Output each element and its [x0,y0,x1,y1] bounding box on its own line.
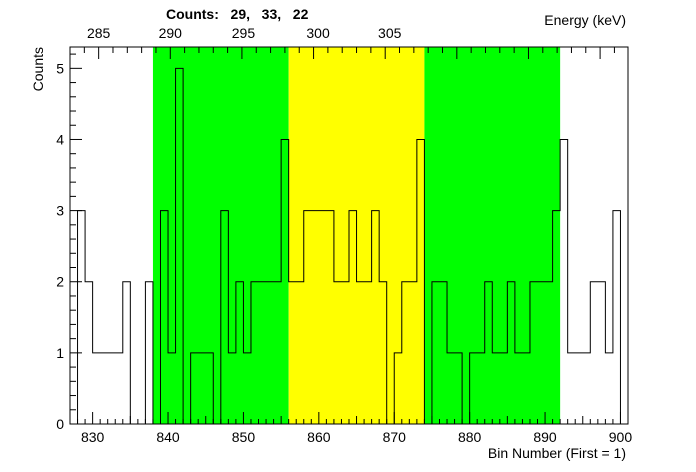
bottom-axis: 830 840 850 860 870 880 890 900 [69,412,633,445]
x-tick-label: 870 [383,429,407,445]
y-tick-label: 3 [56,203,64,219]
y-tick-label: 2 [56,274,64,290]
top-tick-label: 305 [378,25,402,41]
x-axis-title: Bin Number (First = 1) [488,445,626,461]
top-tick-label: 295 [232,25,256,41]
y-tick-label: 1 [56,345,64,361]
x-tick-label: 830 [81,429,105,445]
x-tick-label: 880 [458,429,482,445]
left-axis: 0 1 2 3 4 5 [56,53,82,432]
top-tick-label: 300 [306,25,330,41]
x-tick-label: 860 [307,429,331,445]
y-tick-label: 5 [56,60,64,76]
y-tick-label: 4 [56,131,64,147]
y-tick-label: 0 [56,416,64,432]
top-axis-title: Energy (keV) [544,12,626,28]
x-tick-label: 890 [533,429,557,445]
histogram-line [70,67,628,425]
x-tick-label: 840 [156,429,180,445]
y-axis-title: Counts [30,47,46,91]
x-tick-label: 850 [232,429,256,445]
top-tick-label: 290 [159,25,183,41]
region-right-sideband [424,47,561,424]
top-tick-label: 285 [87,25,111,41]
chart-title: Counts: 29, 33, 22 [166,6,309,22]
x-tick-label: 900 [609,429,633,445]
top-axis: 285 290 295 300 305 [69,25,615,59]
